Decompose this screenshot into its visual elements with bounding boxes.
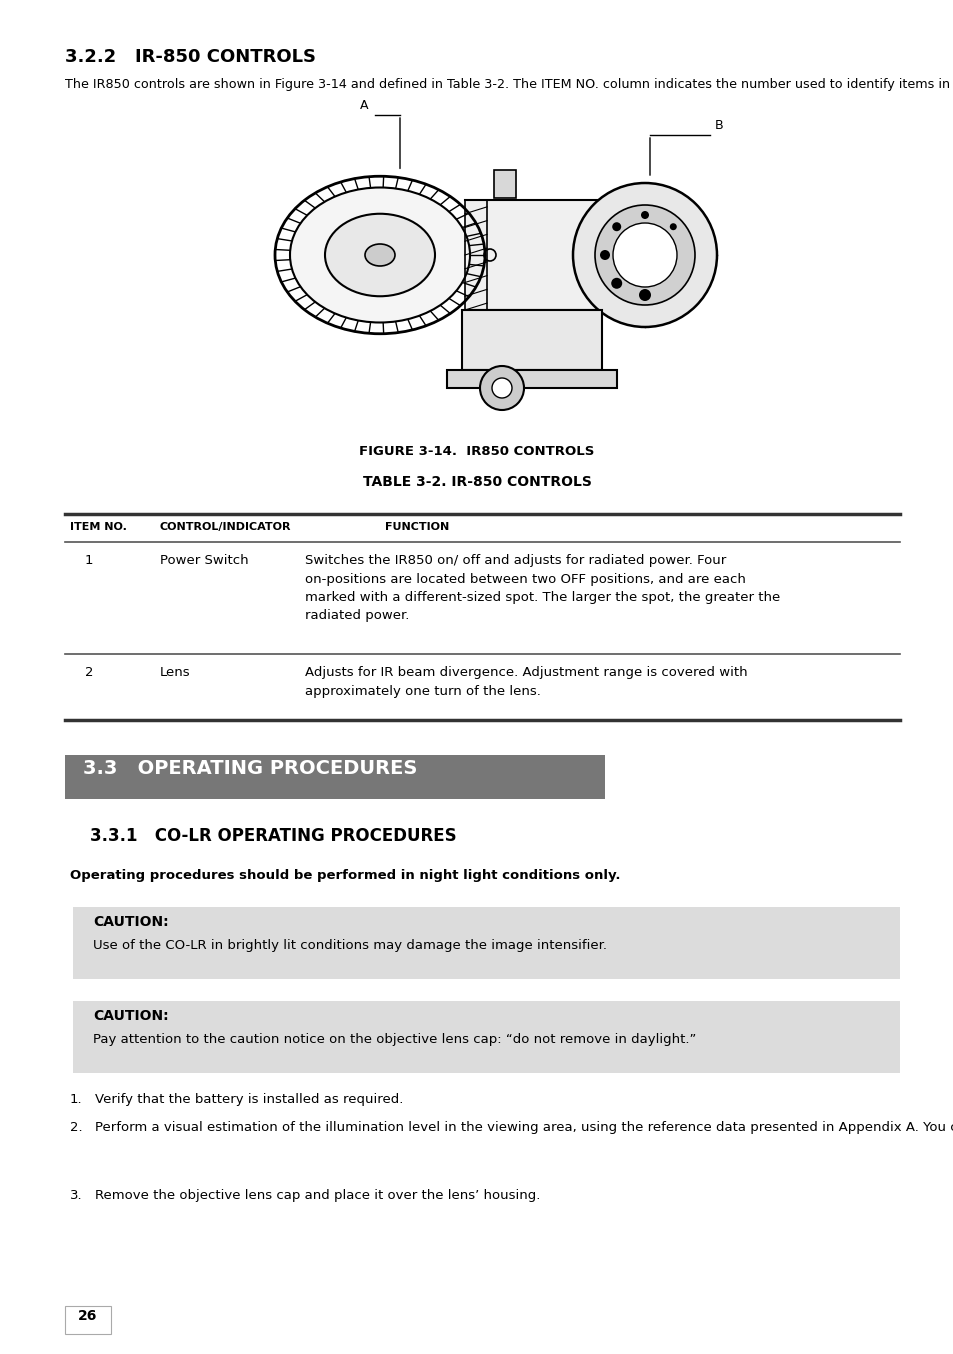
Bar — [447, 370, 617, 389]
Text: 1.: 1. — [70, 1093, 83, 1106]
Text: Verify that the battery is installed as required.: Verify that the battery is installed as … — [95, 1093, 403, 1106]
Text: FIGURE 3-14.  IR850 CONTROLS: FIGURE 3-14. IR850 CONTROLS — [359, 445, 594, 458]
Circle shape — [611, 278, 621, 288]
Bar — [65, 756, 604, 799]
Text: Pay attention to the caution notice on the objective lens cap: “do not remove in: Pay attention to the caution notice on t… — [92, 1033, 696, 1047]
Text: ITEM NO.: ITEM NO. — [70, 523, 127, 532]
Text: Adjusts for IR beam divergence. Adjustment range is covered with
approximately o: Adjusts for IR beam divergence. Adjustme… — [305, 666, 747, 697]
Circle shape — [492, 378, 512, 398]
Text: CONTROL/INDICATOR: CONTROL/INDICATOR — [160, 523, 292, 532]
Text: A: A — [359, 99, 368, 112]
Text: Perform a visual estimation of the illumination level in the viewing area, using: Perform a visual estimation of the illum… — [95, 1121, 953, 1135]
Bar — [494, 171, 516, 198]
Bar — [464, 200, 639, 310]
Text: CAUTION:: CAUTION: — [92, 915, 169, 929]
Circle shape — [599, 250, 609, 260]
Text: 3.3.1   CO-LR OPERATING PROCEDURES: 3.3.1 CO-LR OPERATING PROCEDURES — [90, 827, 456, 845]
Text: 3.3   OPERATING PROCEDURES: 3.3 OPERATING PROCEDURES — [83, 760, 417, 779]
Text: 1: 1 — [85, 554, 93, 567]
Circle shape — [573, 183, 717, 328]
Text: B: B — [714, 119, 723, 131]
Text: TABLE 3-2. IR-850 CONTROLS: TABLE 3-2. IR-850 CONTROLS — [362, 475, 591, 489]
Bar — [73, 907, 899, 979]
Ellipse shape — [290, 187, 470, 322]
Circle shape — [612, 222, 620, 232]
Text: The IR850 controls are shown in Figure 3-14 and defined in Table 3-2. The ITEM N: The IR850 controls are shown in Figure 3… — [65, 79, 953, 91]
Bar — [65, 1307, 111, 1334]
Text: 3.2.2   IR-850 CONTROLS: 3.2.2 IR-850 CONTROLS — [65, 47, 315, 66]
Text: Switches the IR850 on/ off and adjusts for radiated power. Four
on-positions are: Switches the IR850 on/ off and adjusts f… — [305, 554, 780, 623]
Bar — [464, 200, 486, 310]
Text: 2.: 2. — [70, 1121, 83, 1135]
Text: 2: 2 — [85, 666, 93, 678]
Circle shape — [639, 288, 650, 301]
Circle shape — [613, 223, 677, 287]
Text: Use of the CO-LR in brightly lit conditions may damage the image intensifier.: Use of the CO-LR in brightly lit conditi… — [92, 940, 606, 952]
Text: 26: 26 — [78, 1309, 97, 1323]
Bar — [73, 1001, 899, 1072]
Circle shape — [595, 204, 695, 305]
Circle shape — [669, 223, 676, 230]
Text: Remove the objective lens cap and place it over the lens’ housing.: Remove the objective lens cap and place … — [95, 1189, 539, 1202]
Ellipse shape — [365, 244, 395, 265]
Text: CAUTION:: CAUTION: — [92, 1009, 169, 1024]
Ellipse shape — [325, 214, 435, 297]
Text: 3.: 3. — [70, 1189, 83, 1202]
Circle shape — [479, 366, 523, 410]
Text: Lens: Lens — [160, 666, 191, 678]
Text: FUNCTION: FUNCTION — [385, 523, 449, 532]
Bar — [461, 310, 601, 370]
Circle shape — [640, 211, 648, 219]
Text: Power Switch: Power Switch — [160, 554, 249, 567]
Text: Operating procedures should be performed in night light conditions only.: Operating procedures should be performed… — [70, 869, 619, 881]
